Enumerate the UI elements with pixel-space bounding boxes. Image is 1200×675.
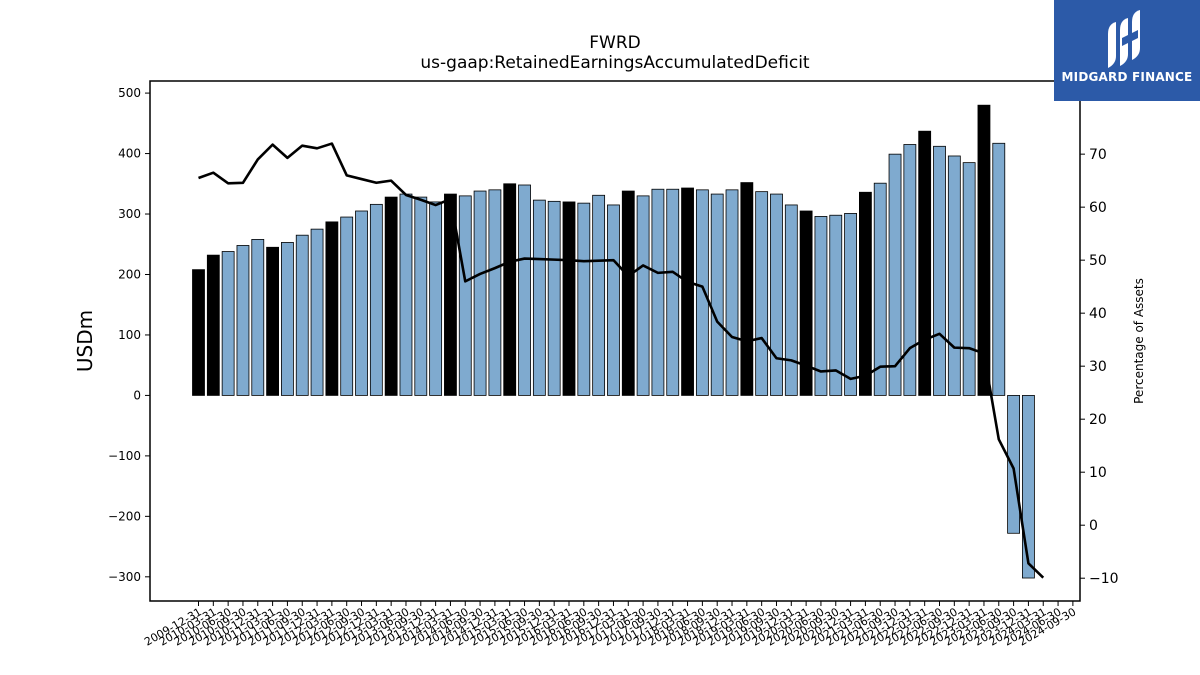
bar (725, 189, 739, 396)
bar (281, 242, 294, 396)
bar (933, 145, 946, 396)
bar (458, 195, 472, 396)
y2-tick-label: 20 (1089, 412, 1107, 428)
bar (340, 216, 354, 396)
y-axis-right: −10 0 10 20 30 40 50 60 70 (1080, 147, 1119, 587)
bar (518, 184, 531, 396)
bar (266, 246, 280, 396)
bar (918, 130, 932, 396)
bar (799, 210, 813, 396)
bar (992, 142, 1006, 396)
bar (636, 195, 650, 396)
bar (473, 190, 487, 396)
bar (399, 193, 413, 396)
y2-tick-label: 30 (1089, 359, 1107, 375)
bar (444, 193, 457, 396)
bar (695, 189, 709, 396)
percentage-series (198, 142, 1045, 579)
midgard-finance-logo: MIDGARD FINANCE (1054, 0, 1200, 101)
y2-tick-label: −10 (1089, 571, 1119, 587)
y-tick-label: 0 (133, 388, 141, 402)
y-tick-label: 400 (118, 147, 141, 161)
y-axis-left: −300 −200 −100 0 100 200 300 400 500 (108, 86, 150, 584)
midgard-logo-icon (1108, 10, 1140, 68)
bar (577, 202, 591, 396)
y-tick-label: 200 (118, 267, 141, 281)
bar-series (192, 104, 1035, 579)
y-tick-label: −200 (108, 509, 141, 523)
bar (414, 196, 428, 396)
bar (784, 204, 798, 396)
bar (192, 269, 205, 396)
chart-subtitle: us-gaap:RetainedEarningsAccumulatedDefic… (420, 53, 810, 73)
bar (607, 204, 620, 396)
bar (384, 196, 398, 396)
bar (947, 155, 961, 396)
y2-tick-label: 50 (1089, 253, 1107, 269)
percentage-line (198, 142, 1045, 579)
bar (710, 193, 724, 396)
y-axis-label: USDm (73, 310, 97, 372)
bar (562, 201, 576, 396)
bar (325, 221, 339, 396)
y-tick-label: −300 (108, 570, 141, 584)
bar (844, 213, 857, 396)
plot-frame (149, 80, 1081, 602)
bar (221, 251, 235, 396)
bar (666, 188, 680, 396)
bar (532, 199, 546, 396)
bar (651, 188, 665, 396)
bar (829, 214, 843, 396)
y2-tick-label: 60 (1089, 200, 1107, 216)
bar (236, 245, 250, 396)
bar (770, 193, 783, 396)
y2-tick-label: 40 (1089, 306, 1107, 322)
bar (429, 201, 443, 396)
logo-text: MIDGARD FINANCE (1061, 70, 1193, 84)
bar (355, 210, 368, 396)
bar (977, 104, 991, 396)
x-axis: 2009-12-312010-03-312010-06-302010-09-30… (142, 601, 1078, 649)
bar (962, 162, 976, 396)
bar (873, 182, 887, 396)
y2-tick-label: 70 (1089, 147, 1107, 163)
bar (621, 190, 635, 396)
bar (859, 191, 872, 396)
y-tick-label: 100 (118, 328, 141, 342)
bar (206, 254, 220, 396)
y-tick-label: 300 (118, 207, 141, 221)
bar (251, 239, 265, 396)
bar (592, 194, 606, 396)
bar (1007, 395, 1020, 534)
bar (814, 216, 828, 396)
bar (755, 191, 769, 396)
y2-tick-label: 10 (1089, 465, 1107, 481)
bar (503, 183, 517, 396)
bar (310, 228, 324, 396)
bar (488, 189, 502, 396)
bar (888, 153, 902, 396)
bar (295, 234, 309, 396)
bar (740, 182, 754, 396)
y2-axis-label: Percentage of Assets (1132, 278, 1146, 404)
y-tick-label: 500 (118, 86, 141, 100)
bar (547, 200, 561, 396)
y2-tick-label: 0 (1089, 518, 1098, 534)
bar (903, 144, 917, 396)
chart-title: FWRD (589, 33, 641, 53)
bar (1022, 395, 1035, 579)
bar (681, 187, 694, 396)
y-tick-label: −100 (108, 449, 141, 463)
bar (369, 203, 383, 396)
